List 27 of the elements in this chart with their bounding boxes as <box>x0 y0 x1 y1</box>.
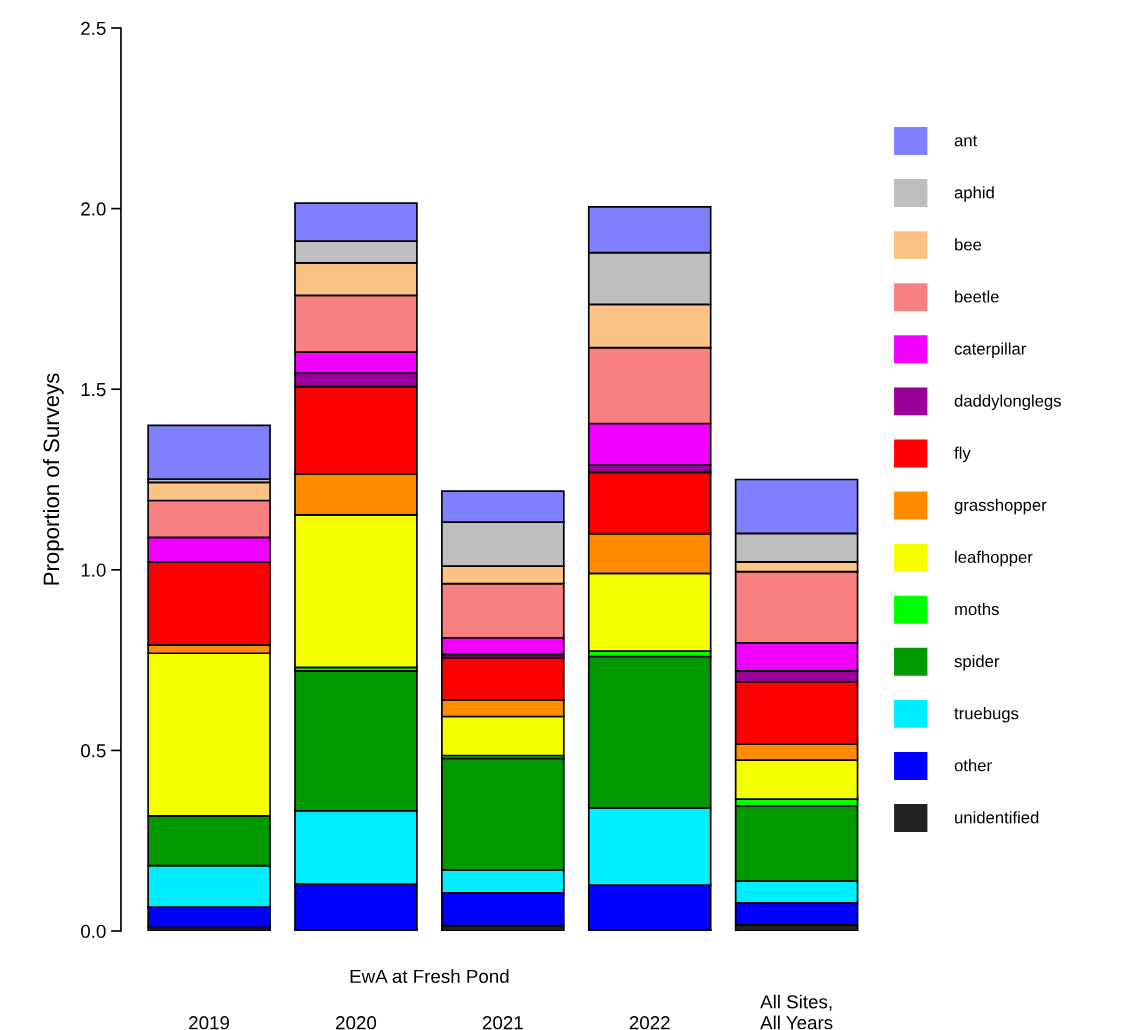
legend-label: caterpillar <box>954 342 1027 358</box>
x-tick-label: 2022 <box>629 1016 670 1030</box>
legend-label: other <box>954 759 992 772</box>
y-tick-label: 0.5 <box>81 744 106 758</box>
legend-label: leafhopper <box>955 550 1033 567</box>
legend-label: moths <box>955 602 999 616</box>
x-tick-label: 2021 <box>482 1016 523 1030</box>
text: EwA at Fresh Pond <box>350 969 509 984</box>
y-axis-title: Proportion of Surveys <box>42 373 64 585</box>
x-tick-label: 2020 <box>336 1016 377 1030</box>
legend-label: fly <box>954 446 971 463</box>
legend-label: grasshopper <box>954 498 1047 515</box>
legend-label: spider <box>954 654 1000 671</box>
legend-label: beetle <box>955 290 999 303</box>
y-tick-label: 2.5 <box>81 21 106 35</box>
legend-label: unidentified <box>955 811 1039 824</box>
x-tick-label: All Sites, All Years <box>760 994 833 1030</box>
legend-label: aphid <box>954 186 994 202</box>
y-tick-label: 0.0 <box>81 924 106 938</box>
legend-label: ant <box>954 135 978 147</box>
legend-label: daddylonglegs <box>954 394 1061 411</box>
legend-label: truebugs <box>954 707 1019 723</box>
y-tick-label: 1.0 <box>81 563 106 577</box>
x-tick-label: 2019 <box>189 1016 230 1030</box>
y-tick-label: 2.0 <box>81 202 106 216</box>
y-tick-label: 1.5 <box>81 383 106 397</box>
legend-label: bee <box>955 238 982 251</box>
